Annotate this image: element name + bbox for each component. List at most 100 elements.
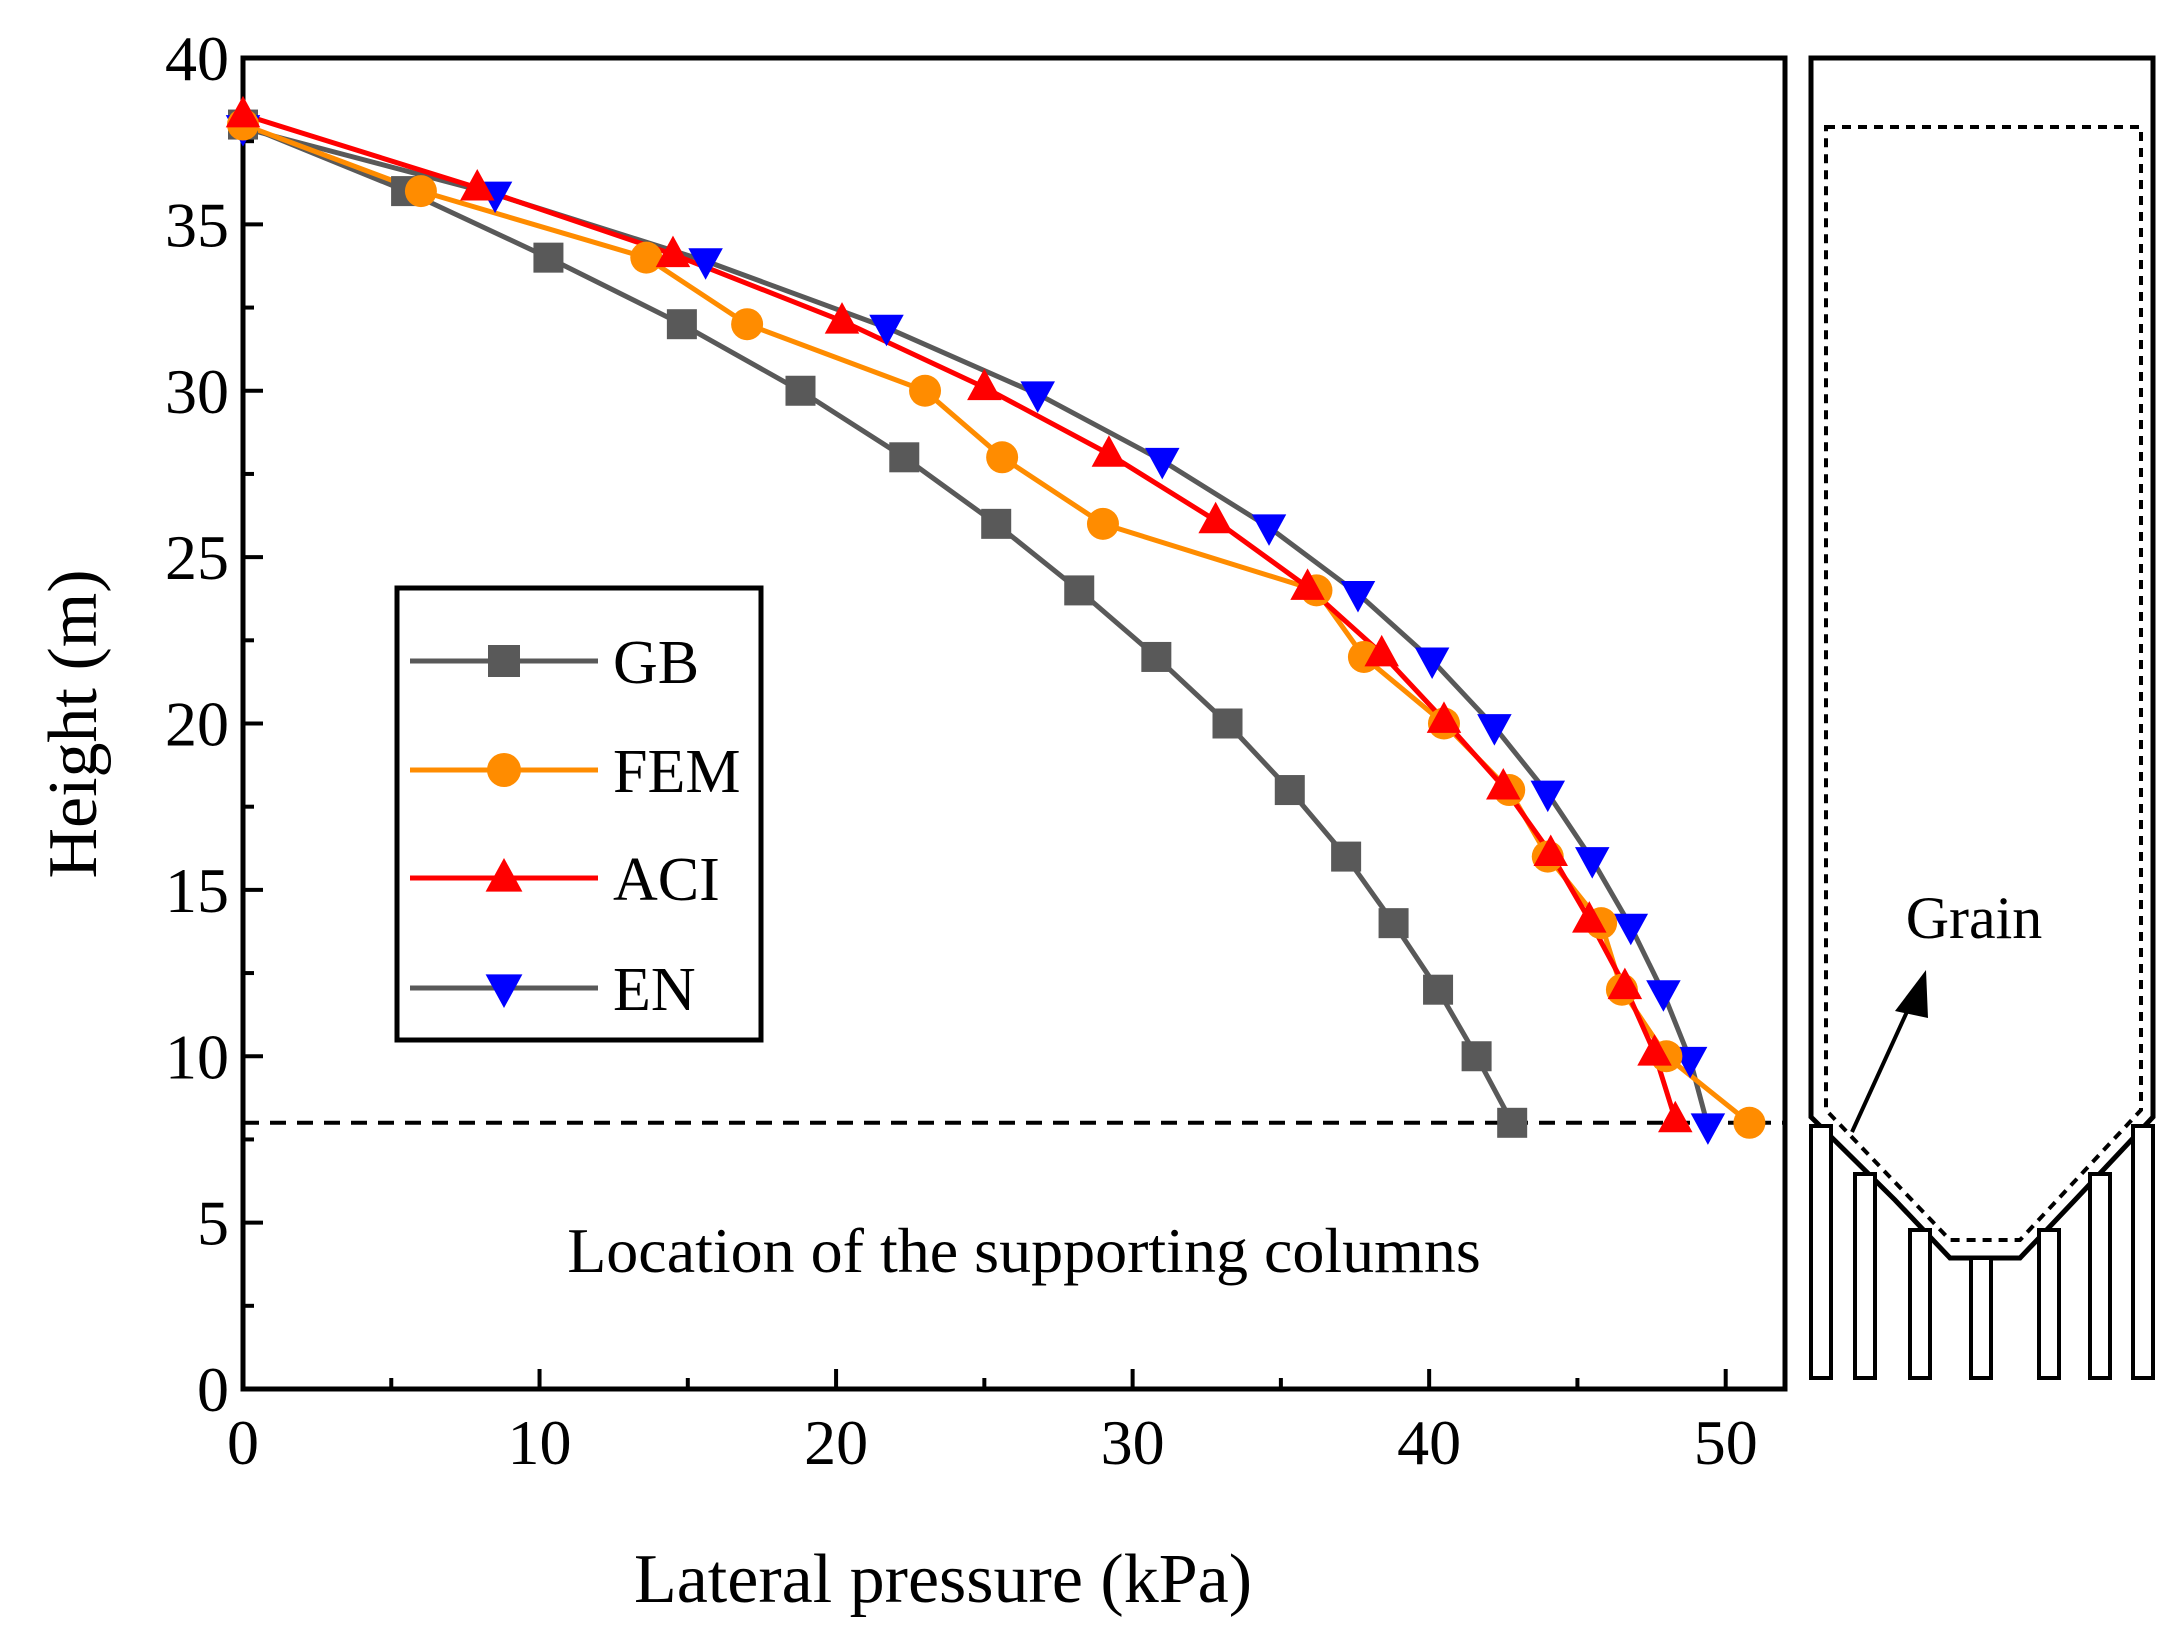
- data-point-gb: [1274, 775, 1305, 806]
- grain-fill-outline: [1824, 125, 2143, 1242]
- data-point-fem: [404, 175, 437, 208]
- data-point-en: [1646, 980, 1681, 1012]
- data-point-aci: [1290, 568, 1325, 600]
- y-tick-label: 25: [165, 522, 229, 593]
- support-column: [2037, 1228, 2061, 1380]
- y-tick-label: 5: [197, 1188, 229, 1259]
- data-point-en: [1251, 514, 1287, 546]
- data-point-en: [1613, 913, 1649, 946]
- legend-marker: [487, 753, 521, 787]
- legend-label: ACI: [613, 846, 720, 914]
- data-point-aci: [655, 235, 691, 268]
- data-point-aci: [1091, 435, 1127, 467]
- x-tick-label: 0: [227, 1407, 259, 1478]
- grain-pointer-arrow: [1850, 991, 1918, 1133]
- data-point-aci: [460, 169, 495, 201]
- data-point-en: [688, 248, 723, 280]
- y-axis-title: Height (m): [35, 569, 112, 878]
- series-line-en: [242, 125, 1711, 1127]
- silo-diagram: Grain: [1808, 55, 2156, 1380]
- data-point-gb: [1064, 575, 1095, 606]
- x-tick-label: 40: [1397, 1407, 1461, 1478]
- data-point-gb: [1212, 708, 1243, 739]
- data-point-fem: [630, 241, 663, 274]
- grain-label: Grain: [1906, 885, 2043, 951]
- y-tick-label: 30: [165, 356, 229, 427]
- data-point-fem: [909, 374, 942, 407]
- data-point-aci: [824, 302, 860, 334]
- data-point-gb: [1141, 641, 1172, 672]
- series-line-aci: [242, 112, 1678, 1121]
- data-point-fem: [1086, 507, 1119, 540]
- data-point-gb: [785, 375, 816, 406]
- data-point-en: [1575, 847, 1610, 879]
- data-point-gb: [1461, 1041, 1492, 1072]
- y-tick-label: 20: [165, 689, 229, 760]
- data-point-aci: [1533, 834, 1568, 867]
- data-point-en: [869, 314, 904, 347]
- support-column: [1908, 1228, 1932, 1380]
- legend-marker: [488, 645, 520, 677]
- series-markers: [225, 95, 1766, 1145]
- data-point-aci: [1486, 767, 1521, 800]
- y-tick-label: 15: [165, 855, 229, 926]
- data-point-aci: [1572, 901, 1607, 933]
- data-point-en: [1340, 580, 1376, 613]
- data-point-aci: [225, 95, 261, 128]
- axis-tick-labels: 0 10 20 30 40 50 0 5 10 15 20 25 30 35 40: [165, 23, 1758, 1478]
- arrow-head-icon: [1895, 970, 1928, 1018]
- series-line-gb: [242, 122, 1515, 1124]
- legend-marker: [485, 858, 523, 892]
- legend-marker: [485, 974, 523, 1008]
- data-point-aci: [1198, 501, 1233, 534]
- data-point-gb: [533, 242, 564, 273]
- supporting-columns-annotation: Location of the supporting columns: [567, 1215, 1481, 1286]
- supporting-columns: [1809, 1124, 2155, 1380]
- data-point-aci: [1658, 1100, 1693, 1133]
- data-point-en: [1020, 381, 1055, 413]
- support-column: [2088, 1172, 2112, 1380]
- legend-label: EN: [613, 956, 696, 1024]
- support-column: [2131, 1124, 2155, 1380]
- data-point-en: [1414, 647, 1450, 680]
- legend: GB FEM ACI EN: [394, 585, 764, 1043]
- legend-label: GB: [613, 629, 699, 697]
- y-tick-label: 40: [165, 23, 229, 94]
- data-point-fem: [1733, 1106, 1766, 1139]
- axis-ticks: [241, 56, 1728, 1391]
- data-point-aci: [1607, 967, 1643, 1000]
- data-point-aci: [967, 368, 1002, 401]
- data-point-gb: [1497, 1107, 1528, 1138]
- x-tick-label: 10: [508, 1407, 572, 1478]
- data-point-gb: [666, 309, 697, 340]
- legend-items: GB FEM ACI EN: [410, 629, 740, 1024]
- legend-label: FEM: [613, 738, 740, 806]
- support-column: [1853, 1172, 1877, 1380]
- data-point-fem: [986, 441, 1019, 474]
- legend-box: [394, 585, 764, 1043]
- series-lines: [242, 112, 1751, 1127]
- data-point-en: [1477, 714, 1512, 746]
- silo-wall: [1808, 55, 2156, 1261]
- data-point-aci: [1637, 1034, 1672, 1066]
- x-tick-label: 20: [804, 1407, 868, 1478]
- data-point-en: [1145, 447, 1180, 480]
- data-point-fem: [731, 308, 764, 341]
- support-column: [1969, 1256, 1993, 1380]
- support-column: [1809, 1124, 1833, 1380]
- data-point-gb: [1423, 974, 1454, 1005]
- data-point-gb: [1378, 908, 1409, 939]
- data-point-gb: [1331, 841, 1362, 872]
- data-point-gb: [981, 508, 1012, 539]
- data-point-gb: [889, 442, 920, 473]
- y-tick-label: 35: [165, 189, 229, 260]
- data-point-aci: [1426, 701, 1462, 733]
- y-tick-label: 10: [165, 1021, 229, 1092]
- data-point-en: [1530, 780, 1566, 813]
- x-axis-title: Lateral pressure (kPa): [634, 1541, 1252, 1618]
- x-tick-label: 50: [1694, 1407, 1758, 1478]
- y-tick-label: 0: [197, 1354, 229, 1425]
- x-tick-label: 30: [1101, 1407, 1165, 1478]
